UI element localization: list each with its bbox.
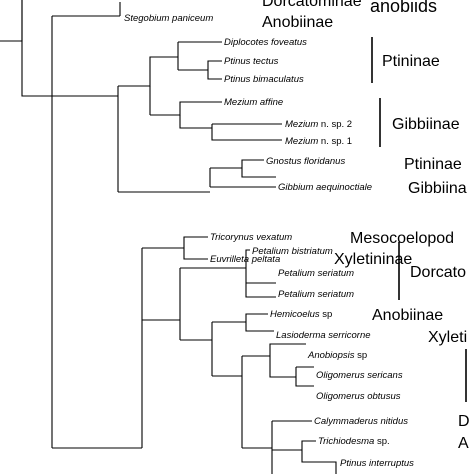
clade-label: Ptininae (382, 53, 440, 70)
clade-labels: Dorcatominae Anobiinae anobiids Ptininae… (262, 0, 470, 452)
clade-label: Mesocoelopod (350, 230, 454, 247)
tip-label: Gnostus floridanus (266, 156, 345, 167)
tip-label: Mezium n. sp. 2 (285, 119, 352, 130)
tip-label: Petalium seriatum (278, 268, 354, 279)
tip-label: Mezium n. sp. 1 (285, 136, 352, 147)
tip-label: Ptinus bimaculatus (224, 74, 304, 85)
tip-label: Petalium bistriatum (252, 246, 333, 257)
tip-label: Mezium affine (224, 97, 283, 108)
clade-bars (371, 37, 467, 402)
branch (210, 159, 276, 178)
branch (272, 420, 337, 474)
branch (118, 56, 178, 87)
branch (180, 249, 276, 298)
branch (242, 343, 306, 378)
tip-label: Diplocotes foveatus (224, 37, 307, 48)
clade-label: A (458, 435, 469, 452)
tip-label: Anobiopsis sp (307, 350, 367, 361)
tip-label: Oligomerus obtusus (316, 391, 401, 402)
clade-label: Gibbiinae (392, 116, 460, 133)
clade-label: Anobiinae (372, 307, 443, 324)
tip-label: Petalium seriatum (278, 289, 354, 300)
clade-label: D (458, 413, 470, 430)
tip-label: Lasioderma serricorne (276, 330, 371, 341)
clade-label: Xyletininae (334, 251, 412, 268)
clade-label: Xyleti (428, 329, 467, 346)
tip-label: Oligomerus sericans (316, 370, 403, 381)
branch (295, 366, 314, 387)
clade-label: anobiids (370, 0, 437, 16)
tip-label: Gibbium aequinoctiale (278, 182, 372, 193)
branch (0, 0, 23, 42)
clade-label: Gibbiina (408, 180, 467, 197)
clade-label: Dorcato (410, 264, 466, 281)
tip-label: Tricorynus vexatum (210, 232, 292, 243)
branch (211, 123, 282, 141)
tip-label: Ptinus interruptus (340, 458, 414, 469)
branch (142, 236, 208, 260)
tree-branches (0, 0, 337, 474)
tip-labels: Stegobium paniceum Diplocotes foveatus P… (124, 13, 414, 469)
branch (179, 115, 212, 129)
branch (212, 313, 274, 332)
tip-label: Hemicoelus sp (270, 309, 332, 320)
tip-label: Trichiodesma sp. (318, 436, 390, 447)
tip-label: Euvrilleta peltata (210, 254, 280, 265)
tip-label: Calymmaderus nitidus (314, 416, 408, 427)
tip-label: Ptinus tectus (224, 56, 279, 67)
branch (21, 0, 52, 97)
tip-label: Stegobium paniceum (124, 13, 213, 24)
clade-label: Dorcatominae (262, 0, 362, 10)
branch (150, 101, 222, 116)
branch (178, 60, 222, 80)
clade-label: Anobiinae (262, 14, 333, 31)
clade-label: Ptininae (404, 156, 462, 173)
